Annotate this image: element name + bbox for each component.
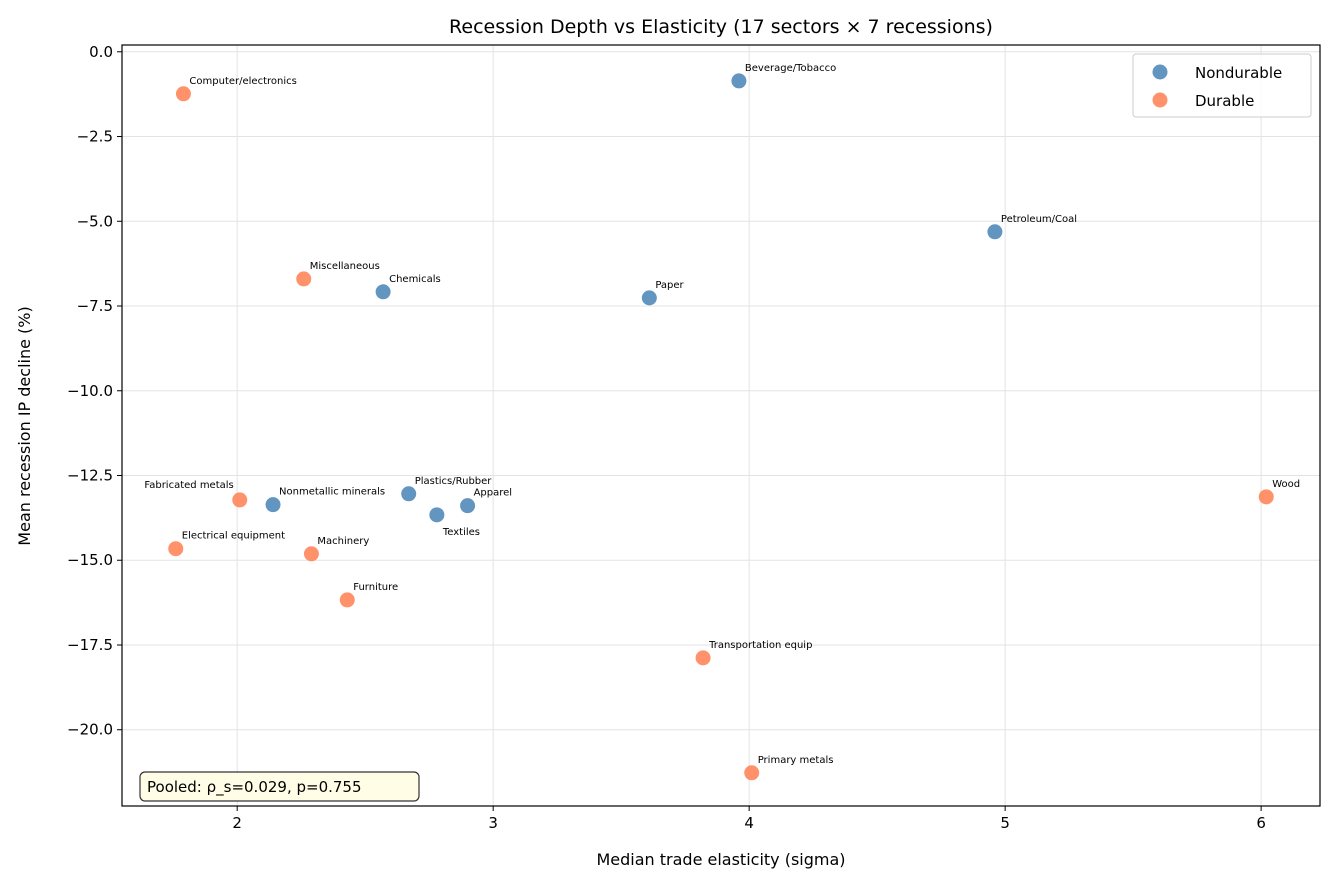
point-durable	[168, 541, 184, 557]
y-tick-label: −15.0	[67, 551, 113, 569]
point-durable	[303, 546, 319, 562]
point-label: Fabricated metals	[144, 480, 233, 491]
points: Beverage/Tobacco Petroleum/Coal Chemicals P…	[144, 63, 1300, 781]
y-tick-label: −12.5	[67, 466, 113, 484]
point-nondurable	[429, 507, 445, 523]
point-label: Chemicals	[389, 274, 441, 285]
ticks: 2 3 4 5 6 0.0 −2.5 −5.0 −7.5 −10.0 −12.5 −15.0 −17.5…	[67, 43, 1266, 832]
x-tick-label: 4	[744, 814, 754, 832]
point-durable	[744, 765, 760, 781]
point-nondurable	[460, 498, 476, 514]
legend: Nondurable Durable	[1132, 53, 1312, 118]
point-label: Paper	[655, 280, 684, 291]
y-tick-label: −20.0	[67, 721, 113, 739]
plot-frame	[121, 44, 1321, 807]
stats-annotation: Pooled: ρ_s=0.029, p=0.755	[139, 771, 420, 802]
x-axis-label: Median trade elasticity (sigma)	[596, 850, 845, 869]
point-durable	[339, 592, 355, 608]
point-label: Furniture	[353, 582, 398, 593]
legend-marker-durable	[1152, 92, 1168, 108]
point-label: Primary metals	[758, 755, 834, 766]
point-nondurable	[375, 284, 391, 300]
legend-label-nondurable: Nondurable	[1195, 64, 1282, 82]
point-nondurable	[401, 486, 417, 502]
point-label: Plastics/Rubber	[415, 476, 493, 487]
chart-title: Recession Depth vs Elasticity (17 sector…	[449, 16, 993, 38]
y-axis-label: Mean recession IP decline (%)	[15, 306, 34, 545]
legend-marker-nondurable	[1152, 64, 1168, 80]
x-tick-label: 6	[1256, 814, 1266, 832]
point-nondurable	[731, 73, 747, 89]
x-tick-label: 3	[488, 814, 498, 832]
y-tick-label: −5.0	[77, 212, 113, 230]
point-label: Computer/electronics	[189, 76, 296, 87]
point-label: Textiles	[442, 527, 480, 538]
point-durable	[232, 492, 248, 508]
y-tick-label: −10.0	[67, 382, 113, 400]
y-tick-label: −7.5	[77, 297, 113, 315]
point-label: Petroleum/Coal	[1001, 214, 1077, 225]
point-label: Machinery	[317, 536, 369, 547]
y-tick-label: −17.5	[67, 636, 113, 654]
point-nondurable	[641, 290, 657, 306]
point-durable	[296, 271, 312, 287]
point-label: Transportation equip	[708, 640, 812, 651]
grid	[122, 45, 1320, 806]
x-tick-label: 2	[232, 814, 242, 832]
y-tick-label: −2.5	[77, 128, 113, 146]
point-label: Nonmetallic minerals	[279, 487, 385, 498]
point-label: Wood	[1272, 479, 1300, 490]
x-tick-label: 5	[1000, 814, 1010, 832]
point-label: Apparel	[474, 488, 512, 499]
point-durable	[695, 650, 711, 666]
point-durable	[175, 86, 191, 102]
point-nondurable	[265, 497, 281, 513]
y-tick-label: 0.0	[89, 43, 113, 61]
stats-annotation-text: Pooled: ρ_s=0.029, p=0.755	[147, 778, 362, 797]
point-label: Electrical equipment	[182, 531, 285, 542]
legend-label-durable: Durable	[1195, 92, 1254, 110]
point-durable	[1258, 489, 1274, 505]
point-label: Beverage/Tobacco	[745, 63, 836, 74]
point-label: Miscellaneous	[310, 261, 380, 272]
point-nondurable	[987, 224, 1003, 240]
